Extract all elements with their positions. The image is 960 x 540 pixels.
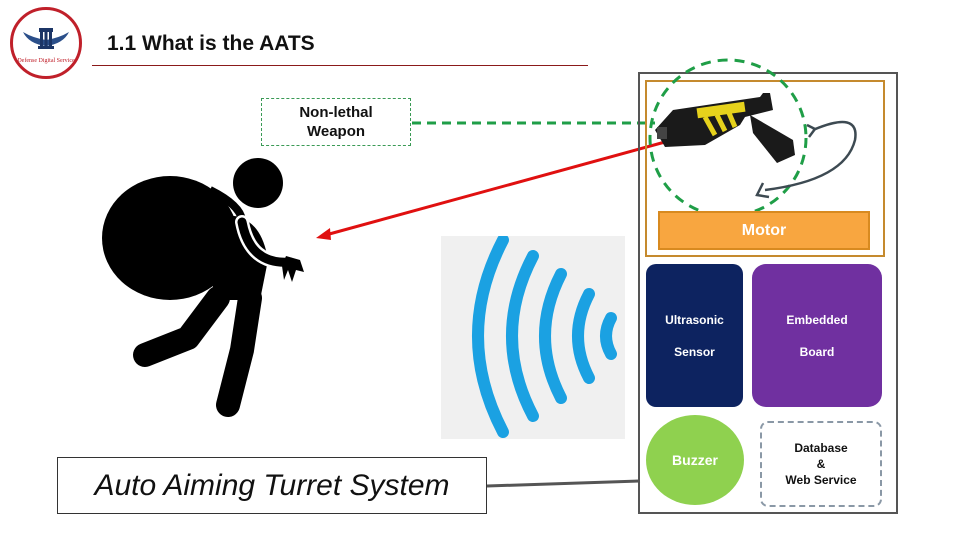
embedded-line-1: Embedded (786, 312, 848, 327)
logo-text: Defense Digital Service (17, 58, 75, 64)
thief-with-sack-icon (102, 158, 304, 417)
logo: Defense Digital Service (10, 7, 82, 79)
database-web-service-box: Database & Web Service (760, 421, 882, 507)
system-panel (638, 72, 898, 514)
non-lethal-weapon-callout: Non-lethal Weapon (261, 98, 411, 146)
buzzer-circle: Buzzer (646, 415, 744, 505)
system-label: Auto Aiming Turret System (94, 468, 450, 502)
laser-line (321, 140, 666, 238)
laser-arrowhead (316, 228, 331, 240)
title-underline (92, 65, 588, 66)
db-line-1: Database (794, 441, 848, 455)
signal-waves-panel (441, 234, 625, 439)
callout-line-1: Non-lethal (299, 104, 373, 121)
buzzer-label: Buzzer (672, 452, 718, 468)
rotation-arrow-icon (755, 120, 857, 199)
ultrasonic-line-1: Ultrasonic (665, 312, 724, 327)
motor-box: Motor (658, 211, 870, 250)
ultrasonic-sensor-box: Ultrasonic Sensor (646, 264, 743, 407)
page-title: 1.1 What is the AATS (107, 32, 315, 55)
motor-assembly-frame (645, 80, 885, 257)
callout-line-2: Weapon (306, 123, 366, 140)
ultrasonic-line-2: Sensor (674, 344, 715, 359)
embedded-line-2: Board (799, 344, 835, 359)
turret-illustration (648, 58, 857, 218)
embedded-board-box: Embedded Board (752, 264, 882, 407)
label-connector (486, 479, 641, 488)
signal-waves-icon (472, 234, 617, 438)
db-line-3: Web Service (785, 473, 857, 487)
db-line-2: & (816, 457, 826, 471)
system-label-box: Auto Aiming Turret System (57, 457, 487, 514)
taser-gun-icon (655, 93, 795, 163)
logo-emblem (23, 28, 69, 49)
